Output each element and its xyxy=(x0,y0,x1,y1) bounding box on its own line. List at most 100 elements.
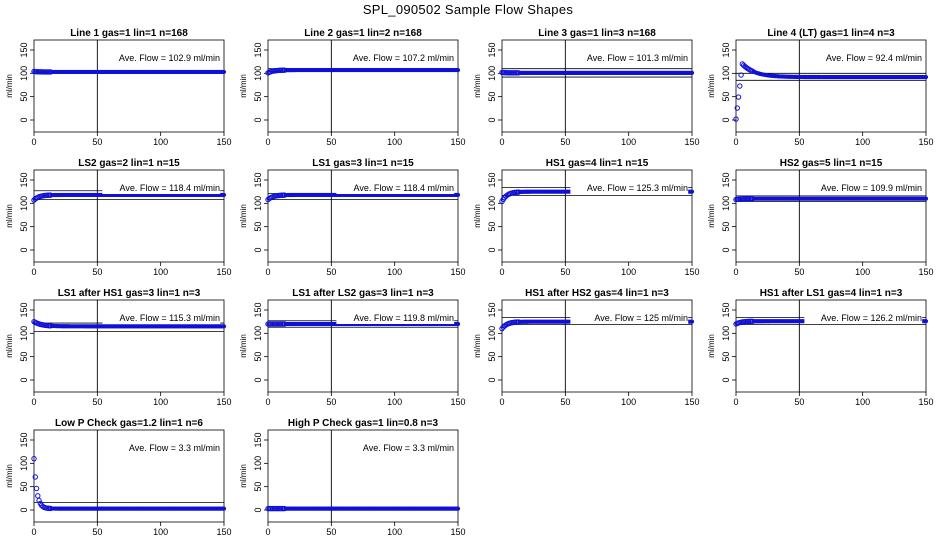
chart-title: High P Check gas=1 lin=0.8 n=3 xyxy=(288,418,439,429)
x-tick-label: 100 xyxy=(153,527,168,537)
x-tick-label: 100 xyxy=(621,137,636,147)
y-tick-label: 150 xyxy=(253,172,263,187)
x-tick-label: 50 xyxy=(326,397,336,407)
ave-flow-annotation: Ave. Flow = 92.4 ml/min xyxy=(826,53,922,63)
x-tick-label: 100 xyxy=(855,267,870,277)
plot-frame xyxy=(501,169,693,263)
chart-svg: Line 1 gas=1 lin=1 n=168 0 50 100 150 0 50 100 1… xyxy=(5,28,232,147)
plot-frame xyxy=(33,39,225,133)
x-tick-label: 150 xyxy=(450,527,465,537)
y-axis-label: ml/min xyxy=(707,74,716,98)
data-point xyxy=(734,105,740,111)
x-tick-label: 50 xyxy=(92,527,102,537)
ave-flow-annotation: Ave. Flow = 3.3 ml/min xyxy=(129,443,220,453)
chart-panel: LS1 after HS1 gas=3 lin=1 n=3 0 50 100 150 0 5… xyxy=(4,286,238,417)
y-tick-label: 50 xyxy=(253,482,263,492)
chart-panel: Line 4 (LT) gas=1 lin=4 n=3 0 50 100 150 0 50 1… xyxy=(706,26,936,157)
ave-flow-annotation: Ave. Flow = 107.2 ml/min xyxy=(353,53,454,63)
chart-svg: Line 3 gas=1 lin=3 n=168 0 50 100 150 0 50 100 1… xyxy=(473,28,700,147)
x-tick-label: 150 xyxy=(918,137,933,147)
y-tick-label: 150 xyxy=(19,172,29,187)
ave-flow-annotation: Ave. Flow = 115.3 ml/min xyxy=(120,313,220,323)
y-axis-label: ml/min xyxy=(239,74,248,98)
x-tick-label: 150 xyxy=(450,137,465,147)
y-axis-label: ml/min xyxy=(473,334,482,358)
annotation-background xyxy=(804,53,923,64)
data-point xyxy=(221,192,227,198)
chart-panel: LS1 after LS2 gas=3 lin=1 n=3 0 50 100 150 0 5… xyxy=(238,286,472,417)
x-tick-label: 50 xyxy=(326,527,336,537)
plot-frame xyxy=(33,299,225,393)
y-axis-label: ml/min xyxy=(5,204,14,228)
annotation-background xyxy=(102,313,221,324)
x-tick-label: 50 xyxy=(560,267,570,277)
y-axis-label: ml/min xyxy=(5,334,14,358)
ave-flow-annotation: Ave. Flow = 118.4 ml/min xyxy=(120,183,220,193)
chart-title: LS1 gas=3 lin=1 n=15 xyxy=(312,158,414,169)
x-tick-label: 150 xyxy=(684,137,699,147)
chart-panel: LS2 gas=2 lin=1 n=15 0 50 100 150 0 50 100 150 ml… xyxy=(4,156,238,287)
y-tick-label: 0 xyxy=(721,247,731,252)
x-tick-label: 0 xyxy=(31,527,36,537)
y-tick-label: 100 xyxy=(253,66,263,81)
x-tick-label: 50 xyxy=(92,267,102,277)
x-tick-label: 50 xyxy=(560,137,570,147)
data-point xyxy=(455,67,461,73)
x-tick-label: 100 xyxy=(855,137,870,147)
x-tick-label: 0 xyxy=(733,137,738,147)
y-axis-label: ml/min xyxy=(239,334,248,358)
y-axis-label: ml/min xyxy=(5,464,14,488)
x-tick-label: 150 xyxy=(684,267,699,277)
ave-flow-annotation: Ave. Flow = 102.9 ml/min xyxy=(119,53,220,63)
chart-svg: LS1 after LS2 gas=3 lin=1 n=3 0 50 100 150 0 5… xyxy=(239,288,466,407)
annotation-background xyxy=(570,313,689,324)
y-tick-label: 100 xyxy=(19,66,29,81)
x-tick-label: 100 xyxy=(153,137,168,147)
data-point xyxy=(31,455,37,462)
chart-svg: HS1 after HS2 gas=4 lin=1 n=3 0 50 100 150 0 5… xyxy=(473,288,700,407)
annotation-background xyxy=(336,53,455,64)
y-tick-label: 0 xyxy=(253,507,263,512)
chart-svg: LS1 gas=3 lin=1 n=15 0 50 100 150 0 50 100 150 ml… xyxy=(239,158,466,277)
annotation-background xyxy=(102,183,221,194)
y-tick-label: 0 xyxy=(253,247,263,252)
y-tick-label: 100 xyxy=(19,456,29,471)
chart-svg: High P Check gas=1 lin=0.8 n=3 0 50 100 150 0… xyxy=(239,418,466,537)
y-tick-label: 150 xyxy=(721,42,731,57)
x-tick-label: 50 xyxy=(326,137,336,147)
y-axis-label: ml/min xyxy=(5,74,14,98)
x-tick-label: 0 xyxy=(31,267,36,277)
y-tick-label: 0 xyxy=(487,247,497,252)
y-tick-label: 0 xyxy=(253,117,263,122)
y-tick-label: 50 xyxy=(19,482,29,492)
chart-title: HS2 gas=5 lin=1 n=15 xyxy=(780,158,883,169)
y-tick-label: 50 xyxy=(19,352,29,362)
x-tick-label: 150 xyxy=(450,397,465,407)
x-tick-label: 0 xyxy=(31,397,36,407)
x-tick-label: 0 xyxy=(265,397,270,407)
chart-panel: Line 3 gas=1 lin=3 n=168 0 50 100 150 0 50 100 1… xyxy=(472,26,706,157)
y-tick-label: 150 xyxy=(253,302,263,317)
y-tick-label: 150 xyxy=(19,42,29,57)
plot-frame xyxy=(735,299,927,393)
y-tick-label: 50 xyxy=(19,92,29,102)
y-axis-label: ml/min xyxy=(473,204,482,228)
data-point xyxy=(689,70,695,75)
y-tick-label: 100 xyxy=(19,326,29,341)
x-tick-label: 50 xyxy=(92,397,102,407)
y-tick-label: 100 xyxy=(19,196,29,211)
y-tick-label: 0 xyxy=(721,377,731,382)
chart-svg: Line 2 gas=1 lin=2 n=168 0 50 100 150 0 50 100 1… xyxy=(239,28,466,147)
chart-title: Line 3 gas=1 lin=3 n=168 xyxy=(538,28,656,39)
plot-frame xyxy=(735,39,927,133)
x-tick-label: 100 xyxy=(621,397,636,407)
y-tick-label: 0 xyxy=(19,377,29,382)
annotation-background xyxy=(570,53,689,64)
chart-panel: HS1 after LS1 gas=4 lin=1 n=3 0 50 100 150 0 5… xyxy=(706,286,936,417)
data-point xyxy=(455,506,461,511)
x-tick-label: 100 xyxy=(387,527,402,537)
x-tick-label: 0 xyxy=(499,267,504,277)
x-tick-label: 50 xyxy=(326,267,336,277)
y-axis-label: ml/min xyxy=(473,74,482,98)
